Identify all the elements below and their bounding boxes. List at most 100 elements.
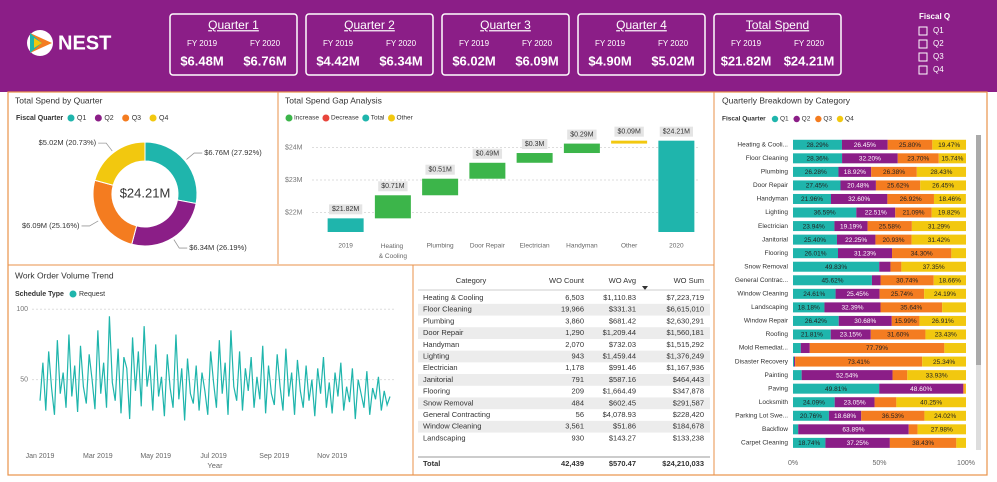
category-label: Heating & Cooli... bbox=[737, 141, 788, 148]
table-cell: 1,290 bbox=[565, 328, 584, 337]
bar-segment bbox=[922, 356, 966, 367]
segment-label: 24.19% bbox=[934, 291, 956, 298]
x-tick-label: Sep 2019 bbox=[259, 453, 289, 460]
bar-segment bbox=[793, 139, 842, 150]
data-label: $0.51M bbox=[428, 167, 452, 174]
category-label: Landscaping bbox=[751, 304, 788, 311]
kpi-value: $4.42M bbox=[316, 53, 359, 68]
leader-line bbox=[98, 142, 113, 152]
segment-label: 23.94% bbox=[803, 223, 825, 230]
segment-label: 24.02% bbox=[934, 413, 956, 420]
legend-swatch bbox=[771, 115, 779, 123]
data-label: $5.02M (20.73%) bbox=[39, 138, 97, 147]
x-tick-label: 0% bbox=[788, 460, 798, 467]
bar-segment bbox=[800, 343, 810, 354]
category-label: Roofing bbox=[766, 331, 789, 338]
bar-segment bbox=[870, 329, 926, 340]
table-header: Category bbox=[456, 276, 487, 285]
segment-label: 27.98% bbox=[931, 427, 953, 434]
table-cell: $4,078.93 bbox=[603, 410, 636, 419]
bar-segment bbox=[892, 248, 952, 259]
kpi-label: FY 2020 bbox=[794, 39, 825, 48]
bar-segment bbox=[856, 207, 896, 218]
bar-segment bbox=[793, 424, 799, 435]
category-label: Backflow bbox=[762, 426, 788, 433]
donut-slice bbox=[94, 141, 146, 186]
table-cell: Heating & Cooling bbox=[423, 293, 483, 302]
bar-segment bbox=[875, 234, 912, 245]
category-label: Parking Lot Swe... bbox=[735, 412, 788, 419]
slicer-checkbox[interactable] bbox=[918, 39, 928, 49]
y-tick-label: $22M bbox=[285, 209, 303, 216]
table-cell: 209 bbox=[571, 387, 584, 396]
legend-swatch bbox=[67, 114, 75, 122]
waterfall-bar bbox=[516, 153, 553, 163]
category-label: Paving bbox=[768, 385, 788, 392]
segment-label: 37.25% bbox=[847, 440, 869, 447]
segment-label: 63.89% bbox=[842, 427, 864, 434]
bar-segment bbox=[874, 397, 897, 408]
kpi-title: Quarter 2 bbox=[344, 18, 395, 32]
segment-label: 37.35% bbox=[923, 264, 945, 271]
segment-label: 25.40% bbox=[804, 237, 826, 244]
kpi-value: $6.09M bbox=[515, 53, 558, 68]
category-label: Window Repair bbox=[744, 318, 789, 325]
x-tick-label: 2019 bbox=[338, 243, 353, 250]
slicer-checkbox[interactable] bbox=[918, 65, 928, 75]
header-band bbox=[0, 0, 997, 92]
segment-label: 23.05% bbox=[844, 399, 866, 406]
chart-title: Work Order Volume Trend bbox=[15, 270, 114, 280]
data-label: $0.71M bbox=[381, 183, 405, 190]
segment-label: 26.45% bbox=[854, 142, 876, 149]
slicer-checkbox[interactable] bbox=[918, 26, 928, 36]
x-tick-label: Jul 2019 bbox=[200, 453, 227, 460]
table-cell: 484 bbox=[571, 398, 584, 407]
segment-label: 25.45% bbox=[847, 291, 869, 298]
category-label: Plumbing bbox=[761, 169, 788, 176]
data-label: $0.09M bbox=[617, 129, 641, 136]
table-cell: $602.45 bbox=[609, 398, 636, 407]
bar-segment bbox=[838, 315, 892, 326]
table-cell: $587.16 bbox=[609, 375, 636, 384]
bar-segment bbox=[964, 383, 966, 394]
segment-label: 18.46% bbox=[939, 196, 961, 203]
category-label: Janitorial bbox=[762, 236, 789, 243]
label-box bbox=[472, 148, 503, 159]
table-header: WO Avg bbox=[609, 276, 636, 285]
data-label: $0.49M bbox=[476, 151, 500, 158]
segment-label: 23.70% bbox=[907, 156, 929, 163]
row-shade bbox=[418, 374, 710, 386]
bar-segment bbox=[793, 437, 826, 448]
table-cell: 6,503 bbox=[565, 293, 584, 302]
y-tick-label: $24M bbox=[285, 144, 303, 151]
leader-line bbox=[173, 239, 188, 249]
bar-segment bbox=[931, 207, 967, 218]
bar-segment bbox=[911, 221, 966, 232]
legend-swatch bbox=[388, 114, 395, 122]
bar-segment bbox=[793, 275, 872, 286]
x-tick-label: May 2019 bbox=[140, 453, 171, 460]
table-cell: Landscaping bbox=[423, 433, 466, 442]
y-tick-label: 50 bbox=[20, 376, 28, 383]
bar-segment bbox=[793, 193, 831, 204]
bar-segment bbox=[871, 275, 881, 286]
scroll-thumb[interactable] bbox=[976, 135, 981, 365]
waterfall-bar bbox=[658, 140, 695, 232]
bar-segment bbox=[793, 166, 839, 177]
kpi-title: Quarter 3 bbox=[480, 18, 531, 32]
legend-title: Fiscal Quarter bbox=[16, 115, 63, 122]
segment-label: 73.41% bbox=[848, 359, 870, 366]
bar-segment bbox=[793, 234, 837, 245]
row-shade bbox=[418, 303, 710, 316]
segment-label: 77.79% bbox=[866, 345, 888, 352]
table-cell: $6,615,010 bbox=[666, 305, 704, 314]
segment-label: 32.20% bbox=[859, 156, 881, 163]
table-total: $570.47 bbox=[609, 459, 636, 468]
bar-segment bbox=[924, 410, 966, 421]
legend-swatch bbox=[836, 115, 844, 123]
kpi-label: FY 2020 bbox=[250, 39, 281, 48]
slicer-checkbox[interactable] bbox=[918, 52, 928, 62]
bar-segment bbox=[794, 356, 796, 367]
kpi-value: $6.02M bbox=[452, 53, 495, 68]
